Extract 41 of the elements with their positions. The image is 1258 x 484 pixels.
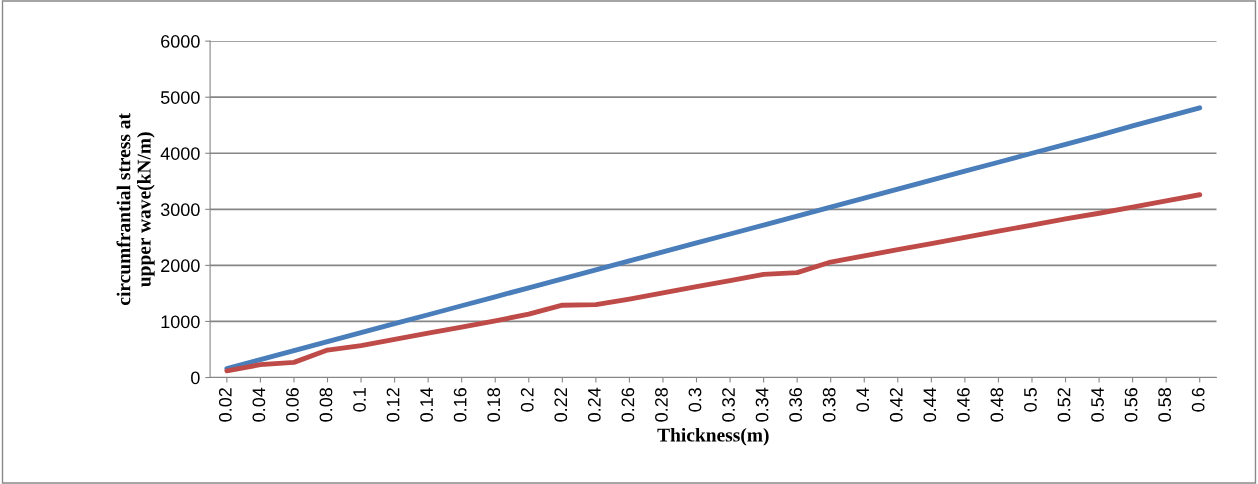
y-axis-title: circumfrantial stress at upper wave(kN/m) bbox=[116, 113, 155, 305]
y-tick-label: 2000 bbox=[161, 259, 200, 273]
x-tick-label: 0.38 bbox=[822, 388, 836, 422]
x-tick-label: 0.06 bbox=[286, 388, 299, 422]
line-series bbox=[224, 192, 1203, 374]
x-tick-label: 0.14 bbox=[420, 387, 433, 422]
x-tick-label: 0.2 bbox=[520, 388, 534, 412]
x-tick-label: 0.18 bbox=[487, 388, 501, 422]
y-tick-label: 6000 bbox=[161, 35, 200, 48]
x-tick-label: 0.52 bbox=[1057, 388, 1071, 422]
x-tick-label: 0.46 bbox=[956, 388, 970, 422]
x-tick-label: 0.34 bbox=[755, 387, 769, 422]
x-tick-label: 0.32 bbox=[722, 388, 735, 422]
x-tick-label: 0.4 bbox=[856, 387, 870, 412]
x-tick-label: 0.24 bbox=[587, 387, 601, 422]
x-tick-label: 0.54 bbox=[1091, 387, 1104, 422]
x-tick-label: 0.28 bbox=[655, 388, 668, 422]
x-tick-label: 0.02 bbox=[218, 388, 232, 422]
x-tick-label: 0.26 bbox=[621, 388, 635, 422]
x-tick-label: 0.5 bbox=[1024, 388, 1037, 412]
x-tick-label: 0.42 bbox=[889, 388, 903, 422]
x-tick-label: 0.22 bbox=[554, 388, 568, 422]
x-tick-label: 0.56 bbox=[1124, 388, 1138, 422]
y-tick-label: 3000 bbox=[160, 203, 200, 217]
y-tick-label: 5000 bbox=[160, 91, 200, 104]
x-tick-label: 0.12 bbox=[386, 388, 400, 422]
line-series bbox=[224, 105, 1203, 371]
x-tick-label: 0.44 bbox=[923, 387, 937, 422]
x-tick-label: 0.58 bbox=[1158, 388, 1172, 422]
x-tick-label: 0.04 bbox=[252, 387, 266, 422]
y-tick-label: 4000 bbox=[160, 147, 200, 160]
x-tick-label: 0.16 bbox=[453, 388, 467, 422]
x-tick-label: 0.6 bbox=[1191, 388, 1205, 412]
x-axis-title: Thickness(m) bbox=[657, 427, 769, 446]
x-tick-label: 0.1 bbox=[353, 388, 366, 412]
x-tick-label: 0.08 bbox=[319, 388, 333, 422]
y-tick-label: 0 bbox=[191, 371, 200, 385]
x-tick-label: 0.48 bbox=[990, 388, 1004, 422]
x-tick-label: 0.3 bbox=[688, 388, 702, 412]
x-tick-label: 0.36 bbox=[789, 388, 802, 422]
y-tick-label: 1000 bbox=[161, 315, 200, 329]
